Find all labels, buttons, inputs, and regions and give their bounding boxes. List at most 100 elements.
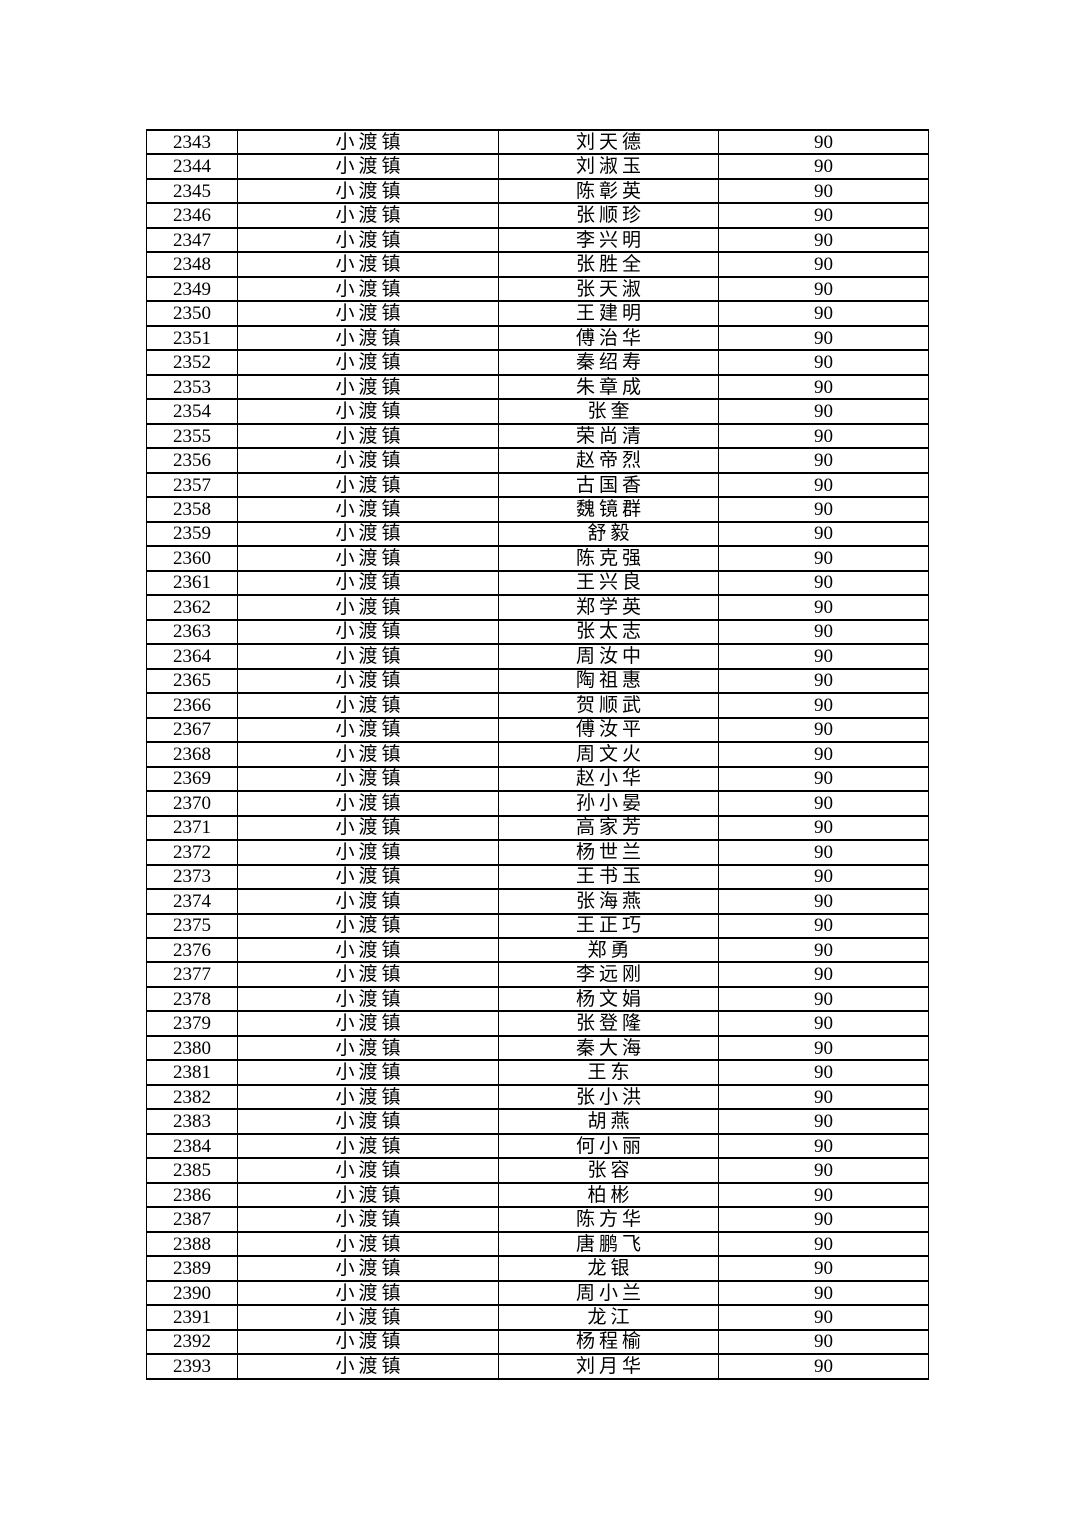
table-row: 2378 小渡镇 杨文娟 90	[146, 985, 929, 1013]
table-row: 2358 小渡镇 魏镜群 90	[146, 496, 929, 523]
town-cell: 小渡镇	[237, 226, 499, 254]
name-cell: 杨程榆	[498, 1328, 719, 1356]
name-cell: 柏彬	[498, 1181, 719, 1209]
name-cell: 张海燕	[498, 887, 719, 915]
score-cell: 90	[718, 349, 929, 376]
town-cell: 小渡镇	[237, 618, 499, 646]
score-cell: 90	[718, 741, 929, 768]
name-cell: 陈彰英	[498, 177, 719, 205]
serial-cell: 2363	[146, 618, 238, 646]
table-row: 2347 小渡镇 李兴明 90	[146, 226, 929, 254]
score-cell: 90	[718, 1230, 929, 1258]
name-cell: 陶祖惠	[498, 667, 719, 695]
score-cell: 90	[718, 1083, 929, 1111]
table-row: 2368 小渡镇 周文火 90	[146, 741, 929, 768]
town-cell: 小渡镇	[237, 790, 499, 817]
table-row: 2367 小渡镇 傅汝平 90	[146, 716, 929, 744]
table-row: 2371 小渡镇 高家芳 90	[146, 814, 929, 842]
name-cell: 周小兰	[498, 1279, 719, 1307]
name-cell: 高家芳	[498, 814, 719, 842]
score-cell: 90	[718, 251, 929, 278]
name-cell: 秦大海	[498, 1034, 719, 1062]
serial-cell: 2393	[146, 1353, 238, 1380]
name-cell: 张奎	[498, 398, 719, 425]
serial-cell: 2354	[146, 398, 238, 425]
table-row: 2343 小渡镇 刘天德 90	[146, 128, 929, 156]
table-row: 2381 小渡镇 王东 90	[146, 1059, 929, 1086]
table-row: 2382 小渡镇 张小洪 90	[146, 1083, 929, 1111]
serial-cell: 2392	[146, 1328, 238, 1356]
table-row: 2380 小渡镇 秦大海 90	[146, 1034, 929, 1062]
table-row: 2361 小渡镇 王兴良 90	[146, 569, 929, 597]
name-cell: 郑勇	[498, 936, 719, 964]
score-cell: 90	[718, 936, 929, 964]
name-cell: 张天淑	[498, 275, 719, 303]
town-cell: 小渡镇	[237, 324, 499, 352]
name-cell: 刘月华	[498, 1353, 719, 1380]
score-table-body: 2343 小渡镇 刘天德 90 2344 小渡镇 刘淑玉 90 2345 小渡镇…	[146, 128, 929, 1380]
score-cell: 90	[718, 1059, 929, 1086]
score-cell: 90	[718, 692, 929, 719]
serial-cell: 2377	[146, 961, 238, 988]
name-cell: 张顺珍	[498, 202, 719, 229]
name-cell: 王正巧	[498, 912, 719, 940]
table-row: 2384 小渡镇 何小丽 90	[146, 1132, 929, 1160]
serial-cell: 2389	[146, 1255, 238, 1282]
score-cell: 90	[718, 667, 929, 695]
town-cell: 小渡镇	[237, 961, 499, 988]
table-row: 2349 小渡镇 张天淑 90	[146, 275, 929, 303]
name-cell: 胡燕	[498, 1108, 719, 1135]
score-cell: 90	[718, 1034, 929, 1062]
serial-cell: 2373	[146, 863, 238, 891]
table-row: 2360 小渡镇 陈克强 90	[146, 545, 929, 572]
name-cell: 周文火	[498, 741, 719, 768]
score-cell: 90	[718, 153, 929, 180]
town-cell: 小渡镇	[237, 1132, 499, 1160]
name-cell: 朱章成	[498, 373, 719, 401]
town-cell: 小渡镇	[237, 1181, 499, 1209]
town-cell: 小渡镇	[237, 839, 499, 866]
name-cell: 陈方华	[498, 1206, 719, 1233]
serial-cell: 2382	[146, 1083, 238, 1111]
name-cell: 古国香	[498, 471, 719, 499]
table-row: 2373 小渡镇 王书玉 90	[146, 863, 929, 891]
score-cell: 90	[718, 471, 929, 499]
name-cell: 何小丽	[498, 1132, 719, 1160]
town-cell: 小渡镇	[237, 594, 499, 621]
town-cell: 小渡镇	[237, 520, 499, 548]
town-cell: 小渡镇	[237, 177, 499, 205]
serial-cell: 2356	[146, 447, 238, 474]
score-cell: 90	[718, 324, 929, 352]
serial-cell: 2365	[146, 667, 238, 695]
serial-cell: 2383	[146, 1108, 238, 1135]
serial-cell: 2367	[146, 716, 238, 744]
name-cell: 王书玉	[498, 863, 719, 891]
serial-cell: 2371	[146, 814, 238, 842]
serial-cell: 2347	[146, 226, 238, 254]
table-row: 2344 小渡镇 刘淑玉 90	[146, 153, 929, 180]
town-cell: 小渡镇	[237, 716, 499, 744]
serial-cell: 2346	[146, 202, 238, 229]
serial-cell: 2386	[146, 1181, 238, 1209]
score-cell: 90	[718, 275, 929, 303]
name-cell: 杨世兰	[498, 839, 719, 866]
score-cell: 90	[718, 300, 929, 327]
table-row: 2365 小渡镇 陶祖惠 90	[146, 667, 929, 695]
score-cell: 90	[718, 1206, 929, 1233]
town-cell: 小渡镇	[237, 153, 499, 180]
serial-cell: 2362	[146, 594, 238, 621]
serial-cell: 2364	[146, 643, 238, 670]
town-cell: 小渡镇	[237, 985, 499, 1013]
town-cell: 小渡镇	[237, 863, 499, 891]
town-cell: 小渡镇	[237, 251, 499, 278]
serial-cell: 2376	[146, 936, 238, 964]
town-cell: 小渡镇	[237, 275, 499, 303]
score-cell: 90	[718, 1157, 929, 1184]
table-row: 2355 小渡镇 荣尚清 90	[146, 422, 929, 450]
score-cell: 90	[718, 1255, 929, 1282]
score-cell: 90	[718, 226, 929, 254]
table-row: 2393 小渡镇 刘月华 90	[146, 1353, 929, 1380]
town-cell: 小渡镇	[237, 202, 499, 229]
serial-cell: 2366	[146, 692, 238, 719]
score-cell: 90	[718, 643, 929, 670]
